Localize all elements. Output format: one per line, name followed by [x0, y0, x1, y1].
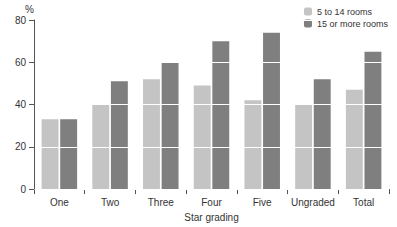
svg-text:15 or more rooms: 15 or more rooms — [317, 18, 388, 29]
svg-text:0: 0 — [20, 184, 26, 195]
svg-text:Two: Two — [101, 197, 120, 208]
svg-text:Three: Three — [148, 197, 175, 208]
svg-text:80: 80 — [15, 15, 27, 26]
svg-text:%: % — [25, 4, 34, 15]
svg-text:Star grading: Star grading — [184, 212, 238, 223]
svg-text:One: One — [50, 197, 69, 208]
svg-text:Four: Four — [201, 197, 222, 208]
svg-text:20: 20 — [15, 141, 27, 152]
svg-text:60: 60 — [15, 57, 27, 68]
svg-text:Total: Total — [353, 197, 374, 208]
svg-text:5 to 14 rooms: 5 to 14 rooms — [317, 7, 373, 17]
svg-text:Ungraded: Ungraded — [291, 197, 335, 208]
svg-text:Five: Five — [253, 197, 272, 208]
svg-text:40: 40 — [15, 99, 27, 110]
